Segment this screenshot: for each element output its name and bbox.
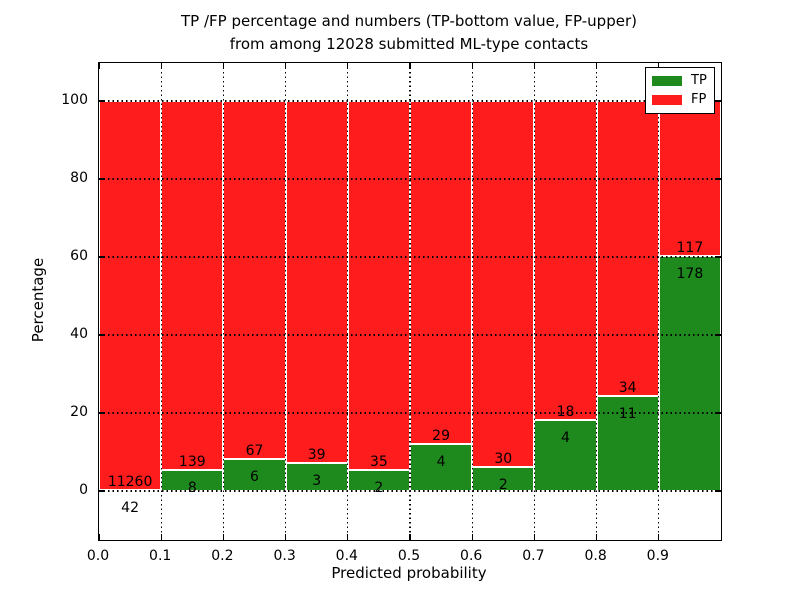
x-tick-mark xyxy=(98,63,100,69)
x-tick-mark xyxy=(98,534,100,540)
x-tick-label: 0.8 xyxy=(584,548,607,564)
bar-segment-tp xyxy=(658,255,721,491)
x-tick-mark xyxy=(160,534,162,540)
tp-count-label: 3 xyxy=(312,473,322,490)
x-tick-mark xyxy=(533,534,536,540)
legend-row-fp: FP xyxy=(652,91,708,107)
grid-line-v xyxy=(658,63,660,540)
x-tick-label: 0.6 xyxy=(460,548,483,564)
tp-count-label: 8 xyxy=(187,479,197,496)
x-tick-label: 0.0 xyxy=(86,548,110,564)
x-tick-mark xyxy=(533,63,536,69)
tp-count-label: 4 xyxy=(561,430,570,447)
x-tick-mark xyxy=(160,63,162,69)
x-tick-label: 0.9 xyxy=(646,548,669,564)
bar-segment-fp xyxy=(99,101,162,490)
y-tick-mark xyxy=(99,334,105,336)
x-tick-mark xyxy=(658,63,660,69)
y-tick-mark xyxy=(99,178,105,180)
x-tick-label: 0.1 xyxy=(149,548,172,564)
fp-count-label: 30 xyxy=(494,450,513,467)
x-tick-mark xyxy=(471,63,473,69)
tp-count-label: 42 xyxy=(121,499,140,516)
tp-count-label: 6 xyxy=(250,468,259,485)
y-tick-mark xyxy=(99,100,105,102)
grid-line-v xyxy=(533,63,535,540)
y-tick-mark xyxy=(715,256,721,258)
bars-layer xyxy=(99,63,721,540)
y-tick-label: 40 xyxy=(70,326,88,342)
gridlines-layer xyxy=(99,63,721,540)
chart-title-line1: TP /FP percentage and numbers (TP-bottom… xyxy=(181,12,637,30)
fp-count-label: 11260 xyxy=(107,473,153,490)
x-tick-mark xyxy=(284,534,287,540)
plot-area: 11260 42 139 8 67 6 39 3 35 2 29 4 30 2 18 4 34 11 117 178 xyxy=(98,62,722,541)
x-tick-label: 0.2 xyxy=(211,548,234,564)
x-tick-label: 0.3 xyxy=(273,548,296,564)
x-axis-label: Predicted probability xyxy=(331,564,487,582)
x-tick-mark xyxy=(347,63,349,69)
tp-count-label: 2 xyxy=(498,476,508,493)
x-tick-mark xyxy=(284,63,287,69)
y-tick-mark xyxy=(715,334,721,336)
legend: TP FP xyxy=(645,67,715,114)
fp-count-label: 139 xyxy=(178,453,206,470)
x-tick-mark xyxy=(471,534,473,540)
x-tick-mark xyxy=(409,534,411,540)
tp-count-label: 178 xyxy=(676,265,704,282)
bar-labels-layer: 11260 42 139 8 67 6 39 3 35 2 29 4 30 2 18 4 34 11 117 178 xyxy=(99,63,721,540)
grid-line-v xyxy=(347,63,349,540)
x-tick-mark xyxy=(347,534,349,540)
y-tick-label: 20 xyxy=(70,404,88,420)
y-tick-mark xyxy=(715,490,721,492)
y-tick-mark xyxy=(715,100,721,102)
tp-count-label: 2 xyxy=(374,479,384,496)
tp-count-label: 4 xyxy=(436,453,446,470)
legend-label-fp: FP xyxy=(691,91,707,107)
y-tick-mark xyxy=(99,490,105,492)
fp-count-label: 39 xyxy=(307,447,326,464)
ticks-layer xyxy=(98,63,721,540)
y-tick-mark xyxy=(715,412,721,414)
x-tick-mark xyxy=(222,63,225,69)
y-tick-label: 100 xyxy=(61,92,88,108)
x-tick-label: 0.4 xyxy=(335,548,358,564)
fp-count-label: 117 xyxy=(676,239,704,256)
bar-segment-fp xyxy=(410,101,473,444)
y-tick-mark xyxy=(99,256,105,258)
tp-count-label: 11 xyxy=(618,405,637,422)
y-tick-label: 0 xyxy=(79,482,88,498)
grid-line-v xyxy=(596,63,598,540)
x-tick-mark xyxy=(658,534,660,540)
fp-swatch-icon xyxy=(652,94,682,105)
fp-count-label: 35 xyxy=(369,453,388,470)
x-tick-mark xyxy=(595,534,598,540)
x-tick-label: 0.7 xyxy=(522,548,545,564)
grid-line-v xyxy=(409,63,411,540)
grid-line-v xyxy=(285,63,287,540)
y-tick-label: 80 xyxy=(70,170,88,186)
fp-count-label: 18 xyxy=(556,404,575,421)
x-tick-mark xyxy=(409,63,411,69)
y-tick-mark xyxy=(715,178,721,180)
bar-segment-fp xyxy=(472,101,535,467)
chart-title-line2: from among 12028 submitted ML-type conta… xyxy=(229,35,589,53)
bar-segment-tp xyxy=(472,466,535,491)
y-tick-label: 60 xyxy=(70,248,88,264)
fp-count-label: 29 xyxy=(432,427,451,444)
legend-row-tp: TP xyxy=(652,74,708,88)
x-tick-mark xyxy=(595,63,598,69)
y-tick-mark xyxy=(99,412,105,414)
fp-count-label: 67 xyxy=(245,442,264,459)
grid-line-v xyxy=(160,63,162,540)
chart-title: TP /FP percentage and numbers (TP-bottom… xyxy=(98,10,720,56)
grid-line-v xyxy=(222,63,224,540)
tp-swatch-icon xyxy=(652,76,682,87)
legend-label-tp: TP xyxy=(691,73,707,89)
x-tick-mark xyxy=(222,534,225,540)
grid-line-v xyxy=(471,63,473,540)
x-tick-label: 0.5 xyxy=(397,548,421,564)
fp-count-label: 34 xyxy=(618,379,637,396)
